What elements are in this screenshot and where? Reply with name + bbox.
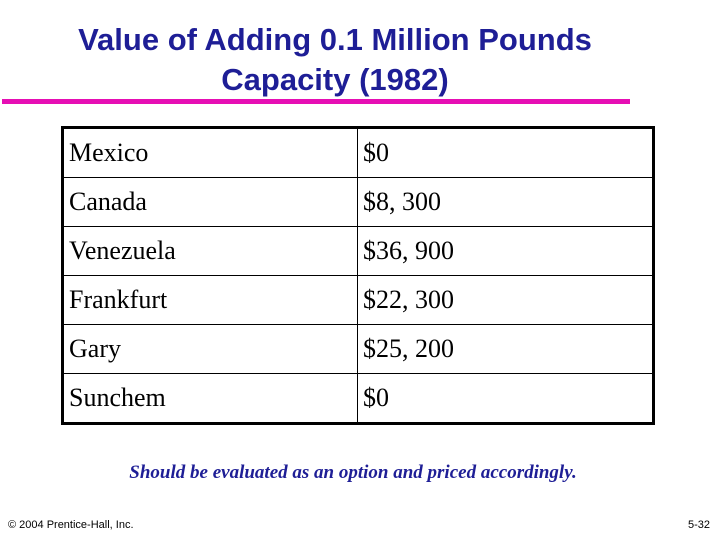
slide-title: Value of Adding 0.1 Million Pounds Capac… [0, 20, 670, 100]
facility-cell: Gary [62, 324, 358, 374]
facility-cell: Canada [62, 177, 358, 227]
facility-cell: Venezuela [62, 226, 358, 276]
value-cell: $8, 300 [357, 177, 654, 227]
facility-cell: Sunchem [62, 373, 358, 424]
facility-cell: Mexico [62, 127, 358, 178]
value-cell: $0 [357, 373, 654, 424]
table-row: Venezuela $36, 900 [62, 226, 654, 276]
footer-copyright: © 2004 Prentice-Hall, Inc. [8, 519, 134, 531]
value-cell: $36, 900 [357, 226, 654, 276]
value-cell: $0 [357, 127, 654, 178]
table-row: Sunchem $0 [62, 373, 654, 424]
slide-title-line-2: Capacity (1982) [221, 62, 449, 97]
caption-note: Should be evaluated as an option and pri… [129, 462, 577, 483]
footer-page-number: 5-32 [687, 519, 710, 531]
title-underline [2, 99, 630, 104]
table-row: Gary $25, 200 [62, 324, 654, 374]
table-row: Canada $8, 300 [62, 177, 654, 227]
capacity-value-table: Mexico $0 Canada $8, 300 Venezuela $36, … [61, 126, 655, 425]
table-row: Frankfurt $22, 300 [62, 275, 654, 325]
value-cell: $22, 300 [357, 275, 654, 325]
value-cell: $25, 200 [357, 324, 654, 374]
slide-title-line-1: Value of Adding 0.1 Million Pounds [78, 22, 592, 57]
facility-cell: Frankfurt [62, 275, 358, 325]
table-row: Mexico $0 [62, 127, 654, 178]
